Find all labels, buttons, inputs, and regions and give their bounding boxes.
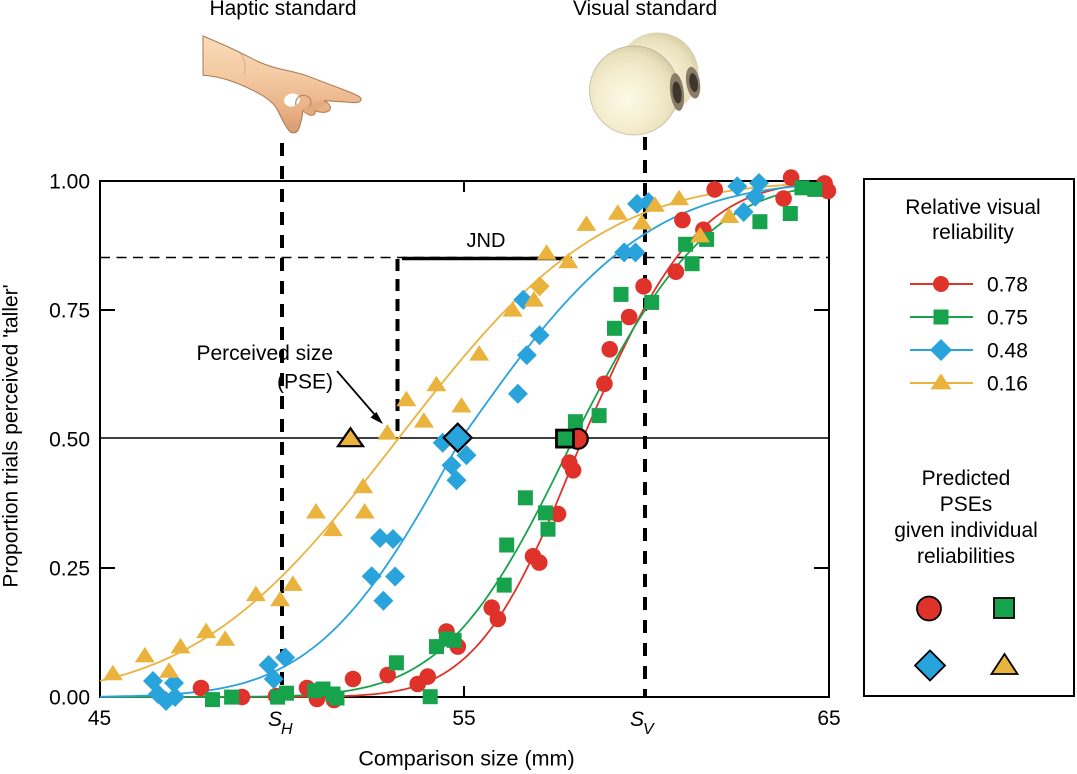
- svg-text:reliabilities: reliabilities: [917, 545, 1015, 568]
- svg-text:0.48: 0.48: [987, 340, 1028, 363]
- svg-text:given individual: given individual: [894, 519, 1038, 542]
- svg-text:0.50: 0.50: [49, 429, 90, 452]
- svg-text:PSEs: PSEs: [940, 493, 993, 516]
- svg-text:0.16: 0.16: [987, 373, 1028, 396]
- svg-text:0.78: 0.78: [987, 274, 1028, 297]
- svg-text:0.00: 0.00: [49, 687, 90, 710]
- svg-text:45: 45: [88, 707, 111, 730]
- svg-text:0.25: 0.25: [49, 558, 90, 581]
- svg-text:reliability: reliability: [932, 221, 1014, 244]
- svg-text:Comparison size (mm): Comparison size (mm): [358, 747, 574, 771]
- svg-text:Haptic standard: Haptic standard: [209, 0, 356, 20]
- svg-text:1.00: 1.00: [49, 171, 90, 194]
- svg-text:H: H: [281, 721, 293, 738]
- svg-text:65: 65: [817, 707, 840, 730]
- svg-text:Visual standard: Visual standard: [573, 0, 717, 20]
- svg-text:0.75: 0.75: [987, 307, 1028, 330]
- svg-text:Proportion trials perceived 't: Proportion trials perceived 'taller': [0, 284, 23, 587]
- svg-text:V: V: [643, 721, 655, 738]
- svg-text:Perceived size: Perceived size: [196, 342, 333, 365]
- svg-text:Relative visual: Relative visual: [905, 196, 1040, 219]
- svg-text:55: 55: [452, 707, 475, 730]
- svg-text:Predicted: Predicted: [922, 467, 1011, 490]
- svg-text:0.75: 0.75: [49, 300, 90, 323]
- svg-text:JND: JND: [467, 230, 506, 252]
- svg-text:(PSE): (PSE): [277, 371, 333, 394]
- svg-text:S: S: [268, 708, 282, 731]
- svg-text:S: S: [630, 708, 644, 731]
